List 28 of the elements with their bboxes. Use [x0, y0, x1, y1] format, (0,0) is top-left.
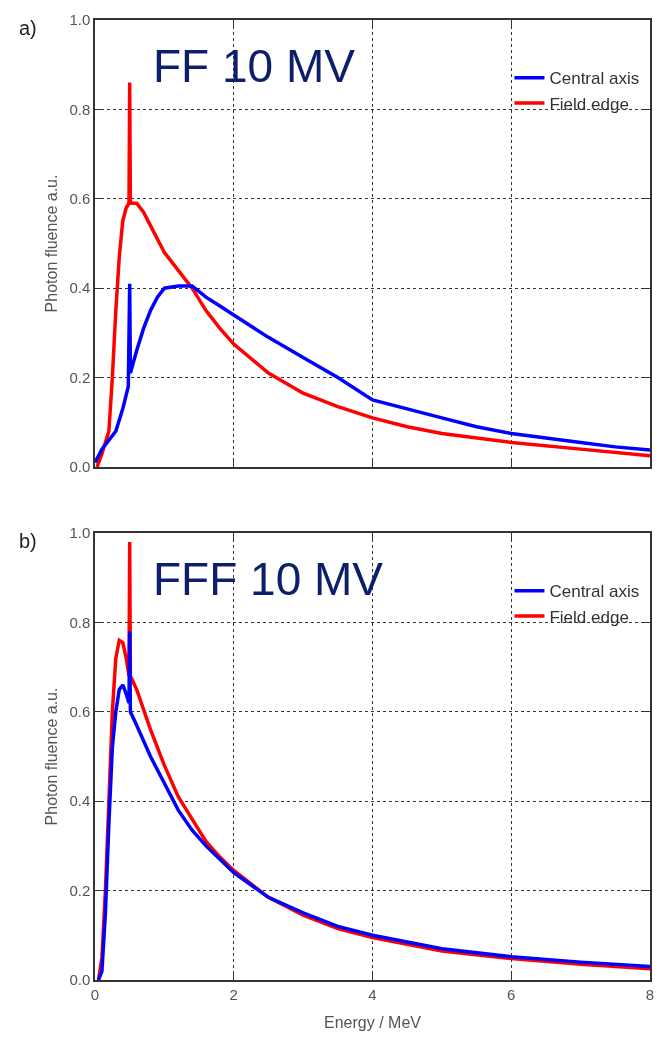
y-tick-label: 0.2	[69, 881, 91, 899]
x-tick-label: 2	[229, 985, 238, 1003]
y-tick-label: 1.0	[69, 11, 91, 29]
text: b)	[19, 530, 37, 552]
y-tick-label: 0.6	[69, 703, 91, 721]
legend-label: Central axis	[549, 582, 640, 602]
line-series	[96, 629, 650, 980]
y-tick-label: 0.2	[69, 368, 91, 386]
legend-label: Central axis	[549, 69, 640, 89]
y-tick-label: 0.0	[69, 971, 91, 989]
x-tick-label: 8	[645, 985, 655, 1003]
annotation: FF 10 MV	[153, 40, 356, 92]
y-tick-label: 0.4	[69, 792, 91, 810]
y-tick-label: 0.8	[69, 613, 91, 631]
annotation: FFF 10 MV	[153, 553, 384, 605]
text: a)	[19, 17, 37, 39]
y-tick-label: 0.0	[69, 458, 91, 476]
x-tick-label: 4	[368, 985, 377, 1003]
y-tick-label: 0.4	[69, 279, 91, 297]
y-tick-label: 0.8	[69, 100, 91, 118]
x-tick-label: 0	[90, 985, 100, 1003]
y-tick-label: 1.0	[69, 524, 91, 542]
y-axis-title: Photon fluence a.u.	[42, 687, 60, 826]
x-tick-label: 6	[507, 985, 516, 1003]
y-axis-title: Photon fluence a.u.	[42, 174, 60, 313]
y-tick-label: 0.6	[69, 190, 91, 208]
x-axis-title: Energy / MeV	[324, 1013, 422, 1031]
line-series	[95, 281, 650, 465]
